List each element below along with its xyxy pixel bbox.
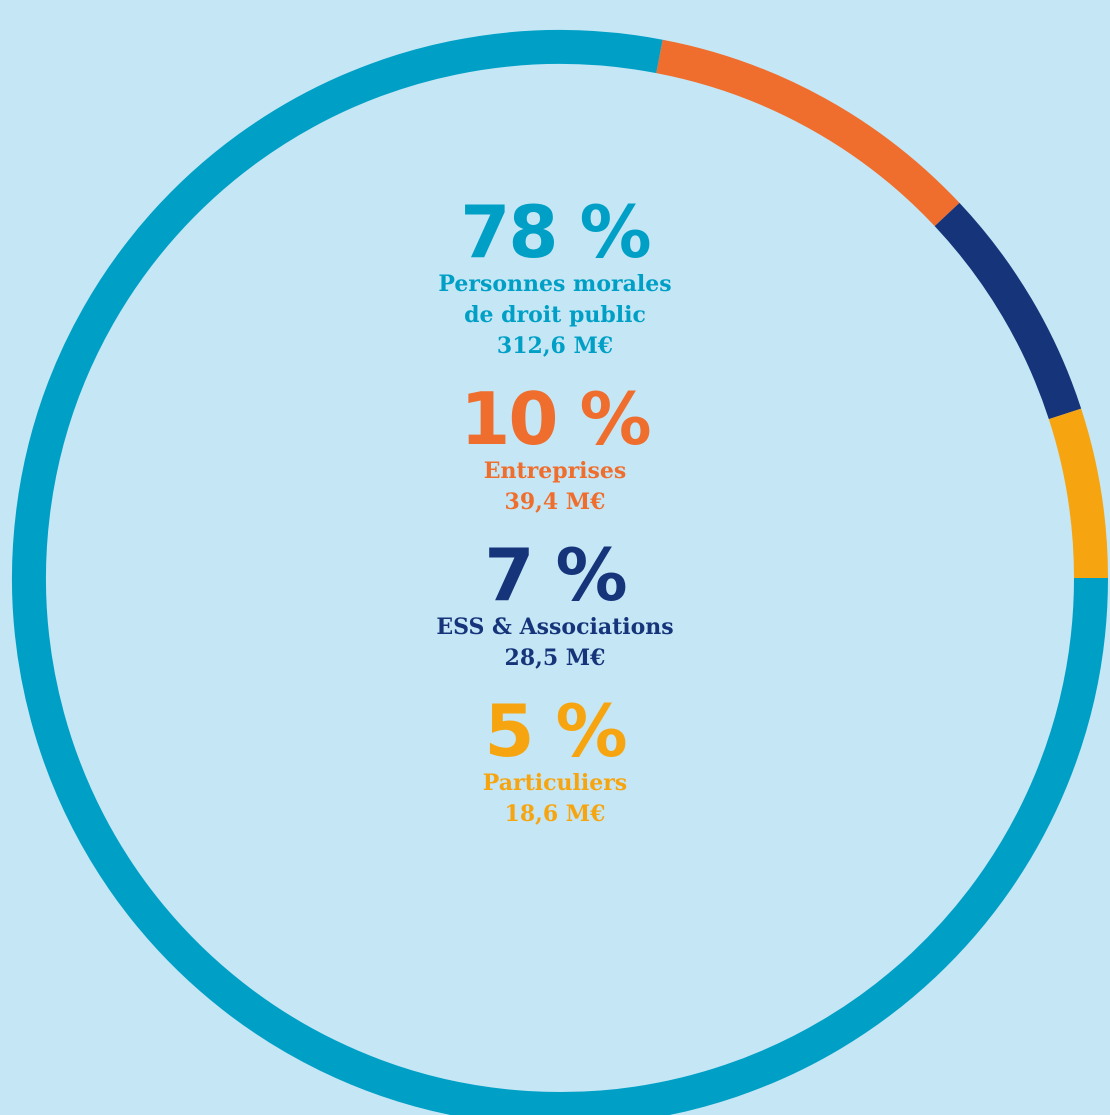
label-ess: 7 % ESS & Associations 28,5 M€ [355,538,755,674]
particuliers-percent: 5 % [484,689,627,773]
label-public: 78 % Personnes morales de droit public 3… [355,195,755,362]
public-percent: 78 % [460,190,651,274]
center-labels: 78 % Personnes morales de droit public 3… [355,195,755,850]
ess-name: ESS & Associations [436,614,674,640]
label-entreprises: 10 % Entreprises 39,4 M€ [355,382,755,518]
public-name-line1: Personnes morales [438,271,672,297]
entreprises-name: Entreprises [483,458,627,484]
ess-percent: 7 % [484,533,627,617]
label-particuliers: 5 % Particuliers 18,6 M€ [355,694,755,830]
particuliers-amount: 18,6 M€ [504,801,606,827]
public-amount: 312,6 M€ [496,333,614,359]
particuliers-name: Particuliers [482,770,628,796]
slice-particuliers [1048,408,1108,579]
slice-ess-associations [934,202,1082,420]
entreprises-percent: 10 % [460,377,651,461]
slice-personnes-morales-de-droit-public [12,30,1108,1115]
ess-amount: 28,5 M€ [504,645,606,671]
public-name-line2: de droit public [464,302,646,328]
slice-entreprises [656,39,960,227]
entreprises-amount: 39,4 M€ [504,489,606,515]
